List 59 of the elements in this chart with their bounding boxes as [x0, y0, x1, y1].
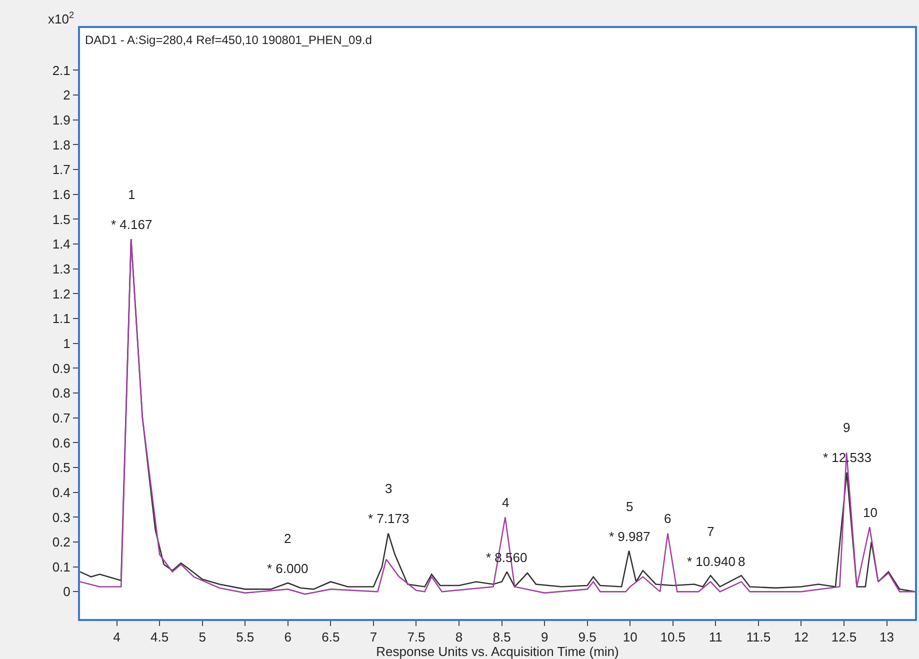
y-tick-label: 0.9: [52, 360, 70, 376]
y-tick-label: 1.2: [52, 286, 70, 302]
annotation: 6: [664, 511, 672, 526]
y-tick-label: 1.3: [52, 261, 70, 276]
annotation: * 7.173: [368, 511, 410, 526]
x-tick-label: 11.5: [746, 630, 771, 645]
x-tick-label: 10.5: [660, 630, 686, 645]
y-tick-label: 1: [63, 336, 70, 351]
y-tick-label: 0.8: [52, 386, 70, 401]
x-tick-label: 8.5: [492, 630, 511, 645]
x-tick-label: 9: [540, 630, 548, 645]
annotation: 2: [284, 531, 292, 546]
x-tick-label: 7: [370, 630, 378, 645]
x-tick-label: 5: [198, 630, 206, 645]
y-tick-label: 0.3: [52, 510, 70, 525]
text: x10$^{2}$: [48, 10, 74, 26]
y-tick-label: 2.1: [52, 62, 70, 78]
y-tick-label: 1.7: [52, 162, 70, 178]
x-tick-label: 10: [622, 630, 638, 645]
x-tick-label: 4.5: [150, 630, 169, 645]
annotation: * 10.940: [687, 554, 736, 569]
annotation: 10: [863, 505, 878, 520]
annotation: 7: [707, 524, 714, 539]
x-tick-label: 4: [113, 630, 120, 645]
annotation: 8: [738, 554, 746, 569]
x-tick-label: 5.5: [236, 630, 254, 645]
annotation: 3: [385, 481, 392, 496]
y-tick-label: 0.7: [52, 410, 70, 426]
y-tick-label: 2: [63, 88, 70, 103]
y-tick-label: 1.5: [52, 212, 70, 227]
annotation: * 9.987: [609, 529, 650, 544]
x-tick-label: 9.5: [578, 630, 596, 645]
y-tick-label: 1.1: [52, 311, 70, 326]
x-tick-label: 12.5: [831, 630, 857, 645]
y-tick-label: 0.4: [52, 484, 70, 500]
annotation: 5: [626, 499, 634, 514]
y-tick-label: 0.6: [52, 435, 70, 450]
x-tick-label: 6: [284, 630, 292, 645]
y-tick-label: 1.4: [52, 236, 70, 252]
annotation: 9: [843, 420, 850, 435]
y-tick-label: 0: [63, 584, 70, 600]
x-tick-label: 8: [455, 630, 463, 645]
y-tick-label: 0.5: [52, 460, 70, 476]
x-tick-label: 7.5: [407, 630, 426, 645]
x-tick-label: 11: [708, 630, 722, 645]
annotation: * 6.000: [267, 561, 308, 576]
chart-title: DAD1 - A:Sig=280,4 Ref=450,10 190801_PHEN_09.d: [85, 33, 372, 47]
x-tick-label: 12: [794, 630, 808, 645]
annotation: * 4.167: [111, 217, 152, 232]
annotation: 4: [502, 495, 510, 510]
y-tick-label: 0.1: [52, 559, 70, 574]
annotation: 1: [128, 187, 136, 202]
y-tick-label: 1.9: [52, 112, 70, 128]
y-tick-label: 1.6: [52, 186, 70, 202]
x-tick-label: 13: [880, 630, 894, 645]
y-tick-label: 1.8: [52, 137, 70, 152]
y-tick-label: 0.2: [52, 534, 70, 550]
x-tick-label: 6.5: [322, 630, 340, 645]
x-axis-title: Response Units vs. Acquisition Time (min): [376, 644, 619, 659]
